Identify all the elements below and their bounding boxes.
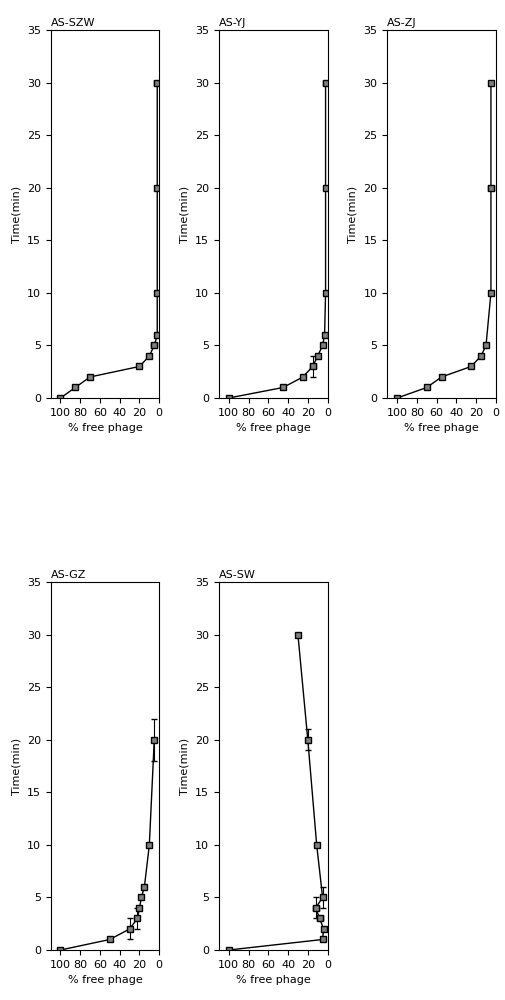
Text: AS-ZJ: AS-ZJ bbox=[386, 18, 416, 28]
X-axis label: % free phage: % free phage bbox=[403, 423, 478, 433]
Text: AS-SZW: AS-SZW bbox=[50, 18, 95, 28]
Text: AS-SW: AS-SW bbox=[219, 570, 256, 580]
Y-axis label: Time(min): Time(min) bbox=[179, 737, 189, 795]
Text: AS-YJ: AS-YJ bbox=[219, 18, 246, 28]
Y-axis label: Time(min): Time(min) bbox=[11, 737, 21, 795]
X-axis label: % free phage: % free phage bbox=[235, 423, 310, 433]
Text: AS-GZ: AS-GZ bbox=[50, 570, 86, 580]
Y-axis label: Time(min): Time(min) bbox=[347, 185, 357, 243]
X-axis label: % free phage: % free phage bbox=[235, 975, 310, 985]
X-axis label: % free phage: % free phage bbox=[67, 975, 142, 985]
Y-axis label: Time(min): Time(min) bbox=[179, 185, 189, 243]
Y-axis label: Time(min): Time(min) bbox=[11, 185, 21, 243]
X-axis label: % free phage: % free phage bbox=[67, 423, 142, 433]
